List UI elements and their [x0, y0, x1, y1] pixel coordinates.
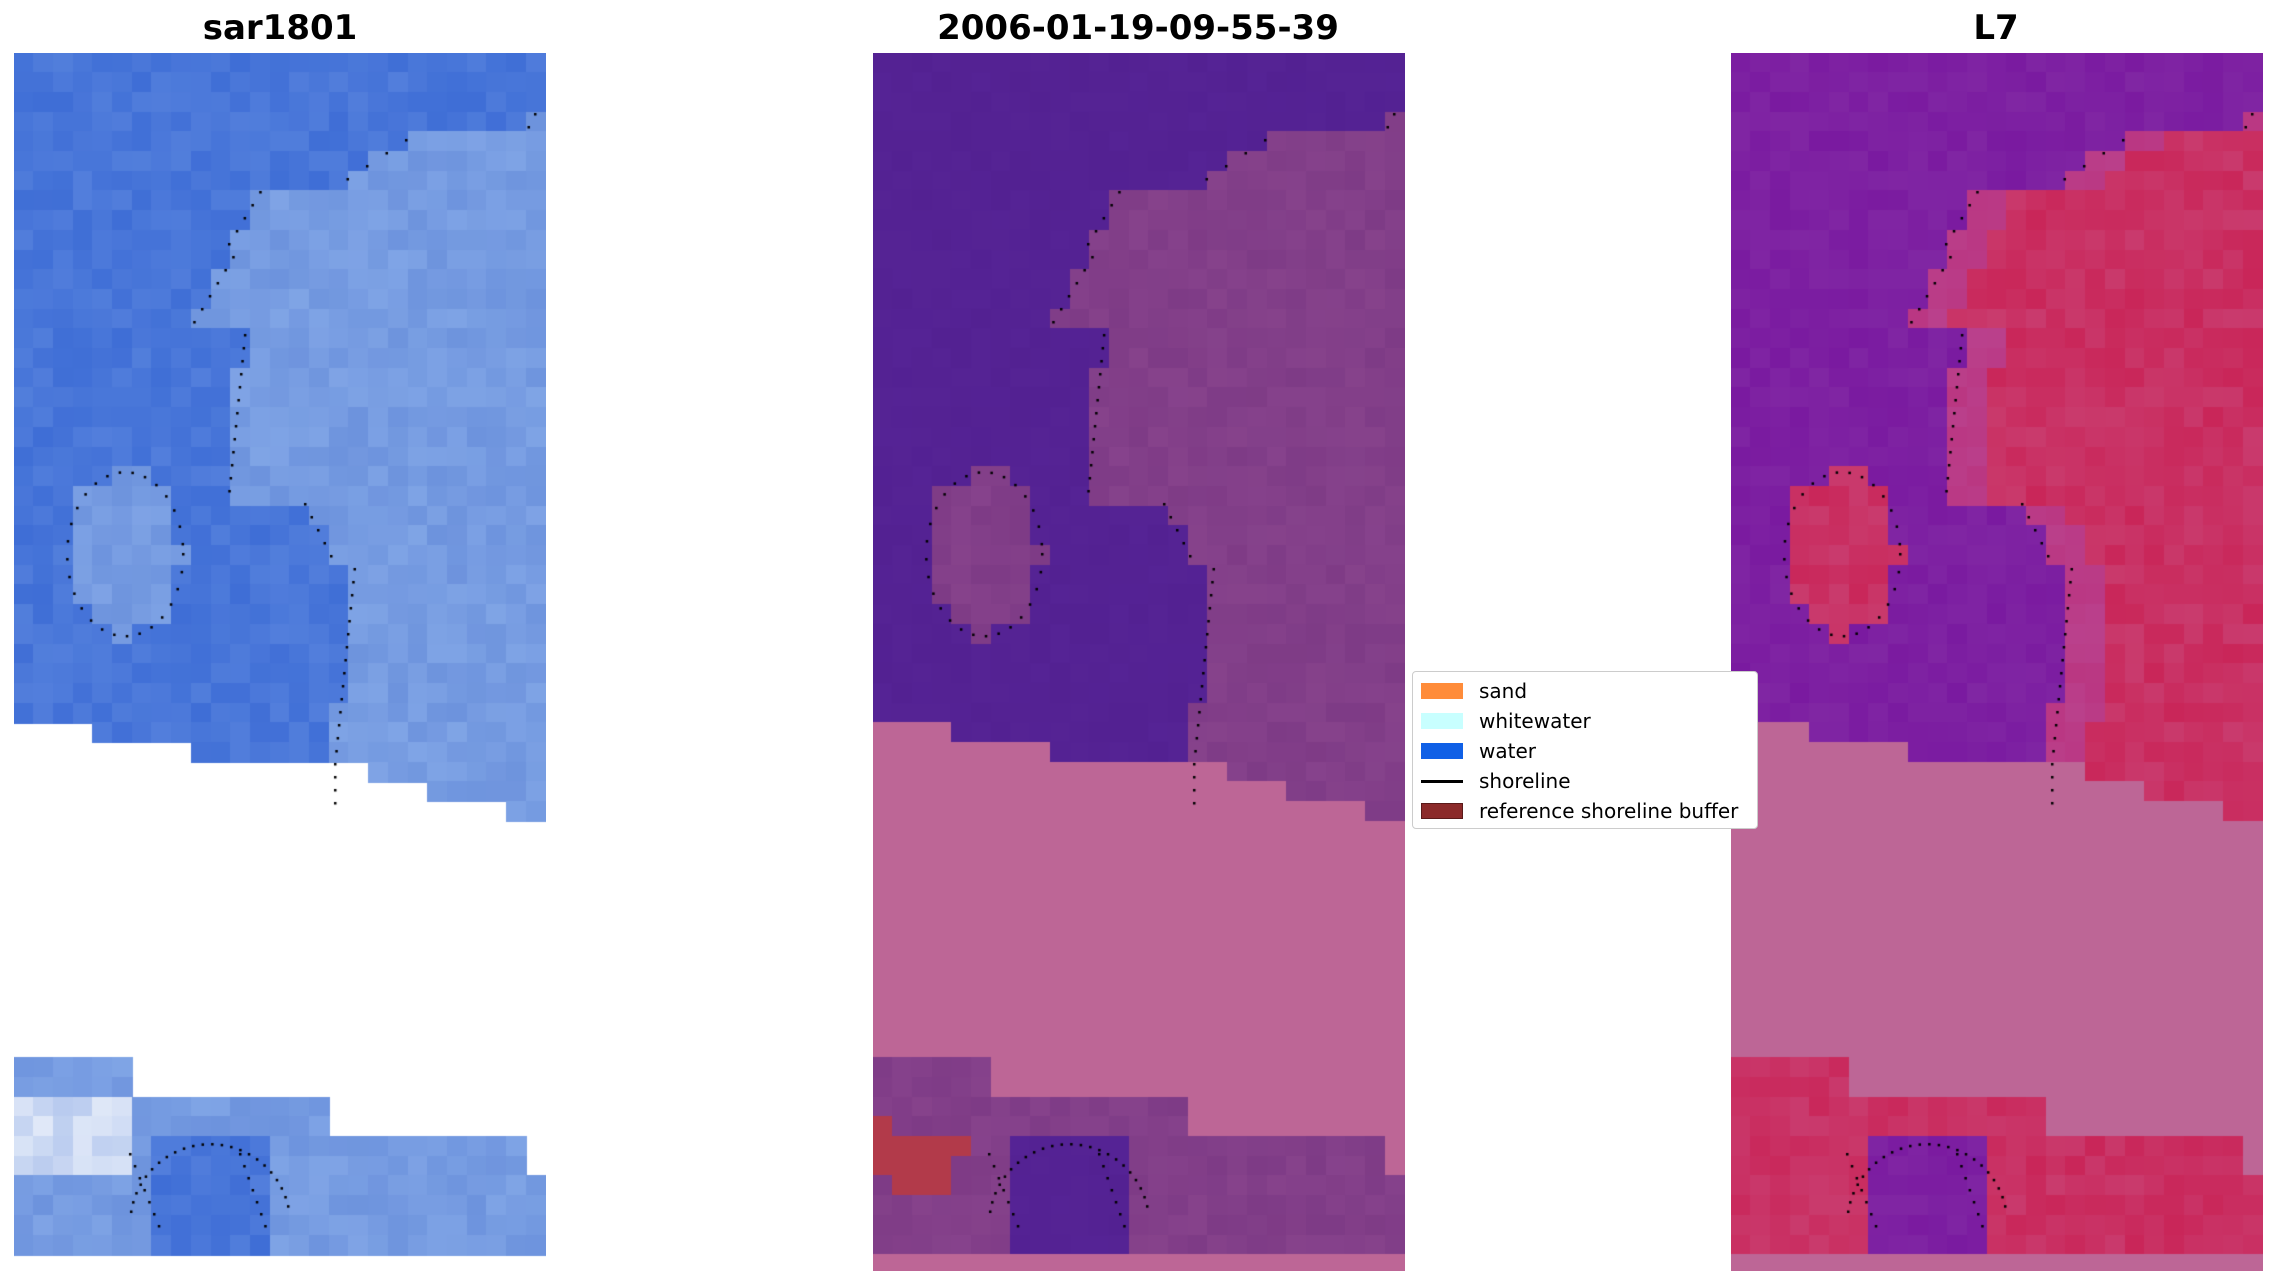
- legend-swatch-sand: [1421, 683, 1463, 699]
- legend-line-shoreline: [1421, 779, 1463, 783]
- legend: sand whitewater water shoreline referenc…: [1412, 671, 1758, 829]
- panel-title-classified: 2006-01-19-09-55-39: [937, 8, 1339, 48]
- legend-item-whitewater: whitewater: [1421, 706, 1749, 736]
- legend-label-shoreline: shoreline: [1479, 769, 1571, 793]
- legend-item-shoreline: shoreline: [1421, 766, 1749, 796]
- index-image: [1731, 53, 2263, 1271]
- legend-swatch-whitewater: [1421, 713, 1463, 729]
- legend-label-sand: sand: [1479, 679, 1528, 703]
- legend-swatch-water: [1421, 743, 1463, 759]
- panel-title-index: L7: [1973, 8, 2019, 48]
- legend-item-sand: sand: [1421, 676, 1749, 706]
- legend-label-water: water: [1479, 739, 1536, 763]
- legend-swatch-reference-buffer: [1421, 803, 1463, 819]
- panel-title-rgb: sar1801: [202, 8, 358, 48]
- legend-label-whitewater: whitewater: [1479, 709, 1591, 733]
- legend-item-water: water: [1421, 736, 1749, 766]
- rgb-image: [14, 53, 546, 1271]
- legend-label-reference-buffer: reference shoreline buffer: [1479, 799, 1739, 823]
- classified-image: [873, 53, 1405, 1271]
- legend-item-reference-buffer: reference shoreline buffer: [1421, 796, 1749, 826]
